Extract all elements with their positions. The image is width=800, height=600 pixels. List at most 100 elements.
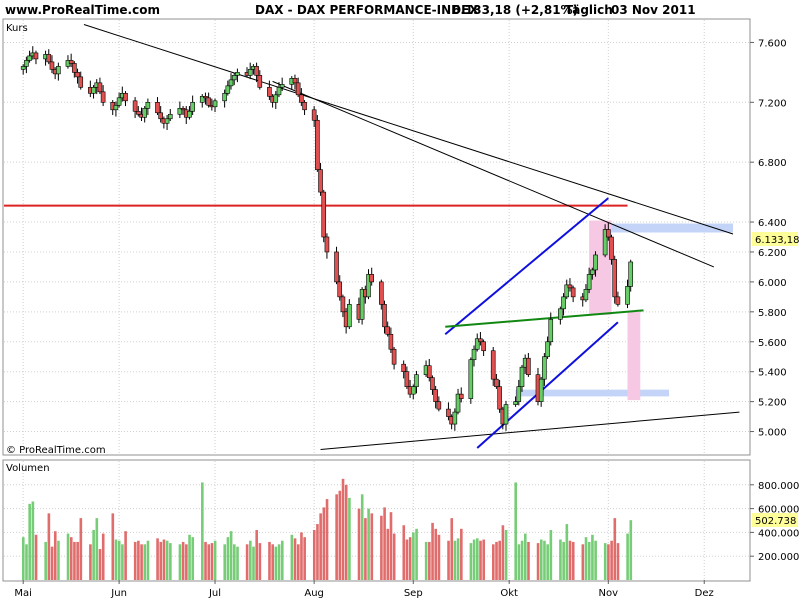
candle	[468, 357, 474, 404]
candle	[503, 400, 509, 431]
candle-body-up	[564, 284, 570, 298]
price-trendlines	[4, 24, 740, 451]
candle-body-down	[334, 251, 339, 283]
candle-body-down	[295, 82, 301, 96]
candle-body-up	[56, 66, 61, 75]
volume-panel-frame	[2, 459, 751, 582]
volume-y-tick-label: 400.000	[758, 528, 799, 539]
candle	[519, 364, 525, 392]
volume-bar	[380, 515, 383, 580]
candle-body-down	[478, 338, 483, 343]
candle	[135, 106, 141, 117]
candle-body-down	[100, 91, 106, 103]
candle	[452, 408, 458, 431]
chart-quote: 6.133,18 (+2,81%)	[452, 3, 578, 17]
candle	[164, 115, 170, 130]
candle-body-up	[583, 289, 589, 301]
price-grid	[4, 20, 749, 454]
candle-body-down	[446, 408, 451, 417]
volume-bar	[559, 539, 562, 580]
candle-body-down	[458, 393, 464, 399]
volume-bar	[146, 540, 150, 580]
volume-bar	[437, 534, 441, 580]
candle-body-down	[311, 109, 317, 121]
candle-body-up	[593, 254, 598, 271]
volume-bar	[76, 541, 79, 580]
trendline	[320, 411, 740, 451]
candle	[212, 98, 218, 113]
candle-body-up	[91, 87, 96, 94]
candle-body-up	[273, 94, 279, 103]
volume-bar	[223, 544, 227, 580]
candle	[433, 385, 438, 409]
candle	[203, 92, 208, 105]
candle	[497, 379, 502, 413]
volume-bar	[124, 531, 127, 580]
volume-bar	[165, 540, 169, 580]
candle	[276, 82, 282, 98]
candle	[513, 396, 518, 407]
volume-bar	[249, 540, 252, 580]
x-axis: Mai Jun Jul Aug Sep Okt Nov Dez	[14, 580, 714, 599]
candle-body-up	[548, 319, 554, 343]
candle	[538, 376, 544, 407]
volume-bar	[571, 541, 575, 580]
candle-body-down	[72, 63, 77, 73]
candle	[382, 300, 387, 334]
volume-bar	[296, 544, 300, 580]
volume-bar	[73, 541, 76, 580]
candle	[33, 50, 39, 65]
volume-bar	[53, 531, 57, 580]
candle	[247, 62, 253, 80]
candle	[321, 189, 327, 243]
candle	[471, 345, 477, 367]
volume-bar	[114, 539, 118, 580]
candle	[97, 77, 103, 95]
volume-bar	[424, 541, 428, 580]
candle	[324, 233, 330, 259]
volume-bar	[402, 525, 406, 580]
candle-body-up	[414, 374, 419, 387]
candle-body-up	[590, 269, 595, 275]
volume-bar	[613, 518, 617, 580]
candle-body-down	[46, 54, 52, 63]
price-y-tick-label: 5.200	[758, 398, 787, 409]
volume-bar	[207, 544, 211, 580]
volume-bar	[229, 531, 233, 580]
candle-body-down	[78, 76, 84, 88]
volume-bar	[389, 512, 393, 580]
candle-body-up	[212, 100, 218, 108]
candle	[27, 50, 32, 63]
volume-bar	[95, 518, 99, 580]
watermark: © ProRealTime.com	[6, 445, 106, 456]
candle-body-down	[180, 107, 186, 111]
price-last-value: 6.133,18	[752, 232, 800, 246]
volume-bar	[98, 549, 102, 580]
candle	[46, 49, 52, 65]
candle	[414, 370, 419, 394]
volume-bar	[31, 501, 35, 580]
candle-body-down	[526, 357, 531, 375]
candle-body-up	[222, 93, 227, 102]
candle	[385, 321, 390, 337]
candle	[586, 267, 592, 294]
candle-body-up	[516, 386, 522, 402]
volume-bar	[527, 541, 530, 580]
candle-body-down	[292, 78, 298, 84]
candle	[123, 91, 128, 107]
candle	[430, 375, 435, 395]
candle-body-down	[426, 365, 432, 378]
candle-body-up	[513, 401, 518, 405]
volume-bar	[252, 546, 255, 580]
candle	[455, 388, 461, 415]
volume-bar	[44, 541, 47, 580]
candle	[254, 62, 259, 83]
volume-bar	[543, 540, 546, 580]
candle-body-up	[145, 102, 151, 109]
volume-bar	[498, 540, 502, 580]
site-label: www.ProRealTime.com	[5, 3, 160, 17]
x-tick-label: Nov	[599, 588, 619, 599]
candle-body-up	[167, 113, 173, 120]
target-zone-blue	[598, 223, 734, 233]
price-last-value-box	[752, 232, 798, 246]
